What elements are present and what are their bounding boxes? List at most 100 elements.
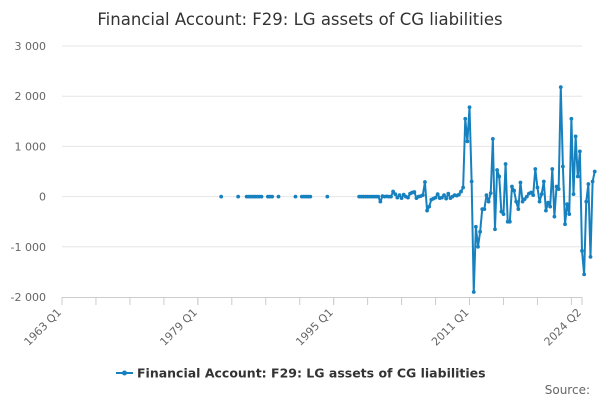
data-point[interactable] bbox=[219, 194, 224, 199]
data-point[interactable] bbox=[270, 194, 275, 199]
legend[interactable]: Financial Account: F29: LG assets of CG … bbox=[116, 366, 486, 381]
x-tick-label: 1963 Q1 bbox=[22, 306, 65, 349]
data-point[interactable] bbox=[531, 193, 536, 197]
data-point[interactable] bbox=[516, 207, 521, 212]
data-point[interactable] bbox=[442, 193, 446, 197]
data-point[interactable] bbox=[376, 194, 381, 199]
data-point[interactable] bbox=[569, 116, 574, 121]
data-point[interactable] bbox=[524, 194, 529, 199]
data-point[interactable] bbox=[571, 192, 576, 196]
data-point[interactable] bbox=[510, 184, 514, 189]
data-point[interactable] bbox=[399, 196, 404, 201]
data-point[interactable] bbox=[473, 224, 478, 229]
data-point[interactable] bbox=[378, 199, 383, 204]
data-point[interactable] bbox=[537, 199, 542, 204]
data-point[interactable] bbox=[412, 190, 417, 194]
data-point[interactable] bbox=[497, 174, 502, 179]
data-point[interactable] bbox=[484, 193, 489, 197]
data-point[interactable] bbox=[406, 195, 410, 200]
data-point[interactable] bbox=[584, 199, 589, 204]
data-point[interactable] bbox=[435, 192, 440, 196]
y-tick-label: 1 000 bbox=[15, 140, 47, 153]
data-point[interactable] bbox=[573, 134, 578, 139]
data-point[interactable] bbox=[459, 189, 463, 194]
data-point[interactable] bbox=[561, 164, 565, 169]
y-tick-label: -2 000 bbox=[11, 291, 46, 304]
data-point[interactable] bbox=[293, 194, 298, 199]
data-point[interactable] bbox=[518, 180, 523, 185]
data-point[interactable] bbox=[457, 192, 461, 197]
data-point[interactable] bbox=[586, 182, 591, 186]
x-tick-label: 1995 Q1 bbox=[293, 306, 336, 349]
data-point[interactable] bbox=[495, 168, 499, 172]
data-point[interactable] bbox=[575, 174, 580, 179]
data-point[interactable] bbox=[391, 189, 395, 194]
data-point[interactable] bbox=[478, 229, 483, 234]
data-point[interactable] bbox=[420, 193, 425, 197]
data-point[interactable] bbox=[397, 193, 402, 197]
data-point[interactable] bbox=[486, 199, 491, 204]
data-point[interactable] bbox=[580, 248, 584, 253]
data-point[interactable] bbox=[469, 179, 474, 184]
data-point[interactable] bbox=[588, 254, 593, 259]
data-point[interactable] bbox=[552, 214, 557, 219]
data-point[interactable] bbox=[463, 116, 468, 121]
data-point[interactable] bbox=[476, 244, 480, 249]
data-point[interactable] bbox=[535, 185, 540, 190]
source-credit[interactable]: Source: bbox=[545, 383, 590, 397]
data-point[interactable] bbox=[236, 194, 241, 199]
data-point[interactable] bbox=[425, 208, 429, 213]
data-point[interactable] bbox=[520, 199, 525, 204]
y-tick-label: -1 000 bbox=[11, 241, 46, 254]
data-point[interactable] bbox=[482, 207, 487, 212]
data-point[interactable] bbox=[465, 139, 470, 144]
data-point[interactable] bbox=[514, 199, 519, 204]
data-point[interactable] bbox=[490, 136, 495, 141]
data-point[interactable] bbox=[471, 290, 476, 294]
data-point[interactable] bbox=[577, 149, 582, 154]
data-point[interactable] bbox=[565, 202, 570, 207]
data-point[interactable] bbox=[427, 204, 432, 209]
data-point[interactable] bbox=[539, 192, 544, 196]
data-point[interactable] bbox=[423, 180, 427, 184]
data-point[interactable] bbox=[444, 196, 449, 201]
data-point[interactable] bbox=[446, 191, 451, 196]
data-point[interactable] bbox=[493, 227, 497, 232]
data-point[interactable] bbox=[467, 105, 472, 110]
data-point[interactable] bbox=[541, 179, 546, 184]
data-point[interactable] bbox=[592, 169, 597, 174]
data-point[interactable] bbox=[522, 197, 527, 202]
data-point[interactable] bbox=[308, 194, 313, 199]
data-point[interactable] bbox=[259, 194, 264, 199]
data-point[interactable] bbox=[558, 85, 563, 90]
data-point[interactable] bbox=[276, 194, 281, 199]
data-point[interactable] bbox=[554, 184, 559, 189]
data-point[interactable] bbox=[582, 272, 587, 277]
data-point[interactable] bbox=[503, 162, 508, 166]
data-point[interactable] bbox=[590, 179, 595, 184]
data-point[interactable] bbox=[461, 185, 466, 190]
data-point[interactable] bbox=[550, 167, 555, 171]
data-point[interactable] bbox=[499, 209, 504, 214]
data-point[interactable] bbox=[512, 188, 516, 193]
data-point[interactable] bbox=[548, 204, 553, 209]
data-point[interactable] bbox=[440, 195, 444, 200]
y-tick-label: 0 bbox=[39, 191, 46, 204]
data-point[interactable] bbox=[393, 192, 398, 196]
data-point[interactable] bbox=[567, 212, 572, 217]
data-point[interactable] bbox=[533, 167, 538, 171]
data-point[interactable] bbox=[325, 194, 330, 199]
data-point[interactable] bbox=[501, 212, 506, 217]
data-point[interactable] bbox=[488, 191, 493, 195]
data-point[interactable] bbox=[395, 195, 400, 200]
data-point[interactable] bbox=[546, 200, 550, 205]
data-point[interactable] bbox=[556, 187, 561, 191]
data-point[interactable] bbox=[529, 190, 533, 195]
data-point[interactable] bbox=[389, 194, 393, 199]
data-point[interactable] bbox=[507, 219, 512, 224]
data-point[interactable] bbox=[563, 222, 567, 227]
data-point[interactable] bbox=[433, 195, 438, 200]
legend-marker-swatch bbox=[122, 370, 127, 376]
data-point[interactable] bbox=[544, 208, 548, 213]
